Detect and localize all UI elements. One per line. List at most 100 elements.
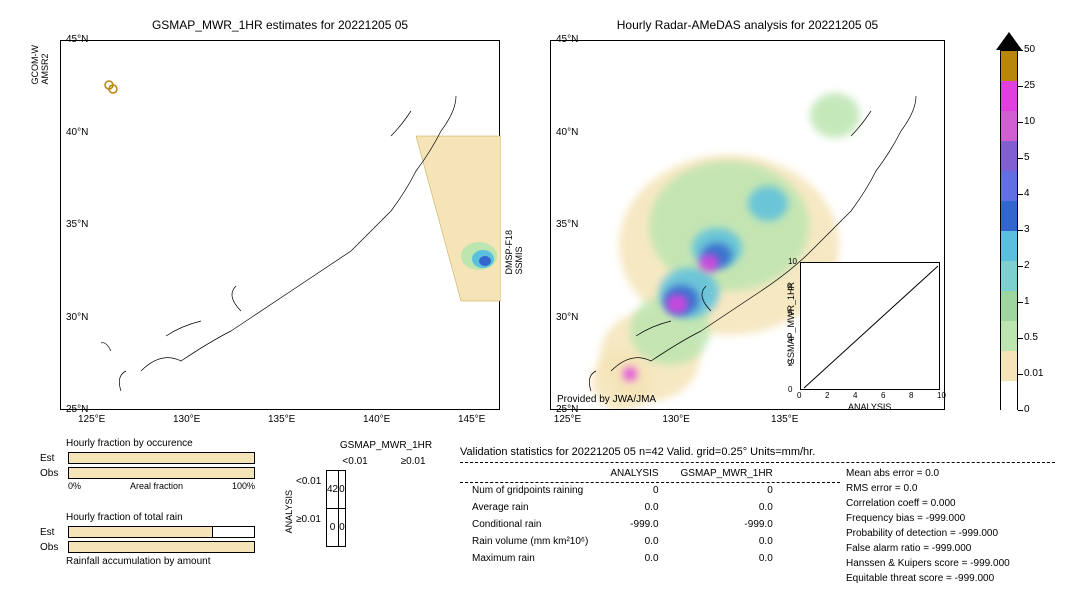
right-xtick: 135°E [771, 414, 798, 425]
bar-row: Obs [40, 540, 255, 554]
left-xtick: 145°E [458, 414, 485, 425]
colorbar-seg [1001, 141, 1017, 171]
gcom-label: GCOM-W AMSR2 [30, 45, 50, 85]
inset-ytick: 8 [788, 283, 792, 292]
occ-xleft: 0% [68, 481, 81, 491]
colorbar-tick: 25 [1024, 80, 1035, 91]
contingency-table: 42 0 0 0 [326, 470, 346, 547]
bar-track [68, 452, 255, 464]
left-ytick: 35°N [66, 219, 88, 230]
left-xtick: 125°E [78, 414, 105, 425]
stat-b: 0.0 [671, 500, 783, 515]
coastline [101, 96, 456, 391]
stat-a: -999.0 [600, 517, 668, 532]
left-xtick: 135°E [268, 414, 295, 425]
inset-ylabel: GSMAP_MWR_1HR [786, 282, 796, 365]
colorbar-tick: 10 [1024, 116, 1035, 127]
stat-label: Num of gridpoints raining [462, 483, 598, 498]
stat-a: 0.0 [600, 551, 668, 566]
bar-track [68, 541, 255, 553]
stats-dash1 [460, 462, 1055, 463]
right-xtick: 130°E [662, 414, 689, 425]
left-map-panel [60, 40, 500, 410]
stat-right-line: Correlation coeff = 0.000 [846, 496, 1010, 511]
stat-right-line: Equitable threat score = -999.000 [846, 571, 1010, 586]
inset-scatter [800, 262, 940, 390]
cont-col0: <0.01 [342, 456, 367, 467]
swath-polygon [416, 136, 501, 301]
stats-header: Validation statistics for 20221205 05 n=… [460, 446, 815, 458]
bar-fill [69, 527, 213, 537]
colorbar-seg [1001, 231, 1017, 261]
inset-xtick: 0 [797, 391, 801, 400]
stat-label: Maximum rain [462, 551, 598, 566]
stat-right-line: Probability of detection = -999.000 [846, 526, 1010, 541]
colorbar-seg [1001, 351, 1017, 381]
inset-xtick: 8 [909, 391, 913, 400]
stat-right-line: Mean abs error = 0.0 [846, 466, 1010, 481]
cont-colheader: GSMAP_MWR_1HR [326, 440, 446, 451]
inset-xlabel: ANALYSIS [848, 402, 891, 412]
colorbar-tick: 5 [1024, 152, 1030, 163]
colorbar-tick: 0 [1024, 404, 1030, 415]
bar-row: Obs [40, 466, 255, 480]
colorbar-arrow [996, 32, 1022, 50]
inset-xtick: 6 [881, 391, 885, 400]
colorbar-seg [1001, 201, 1017, 231]
inset-ytick: 2 [788, 359, 792, 368]
left-ytick: 45°N [66, 34, 88, 45]
inset-xtick: 4 [853, 391, 857, 400]
right-map-title: Hourly Radar-AMeDAS analysis for 2022120… [550, 18, 945, 32]
stat-a: 0.0 [600, 534, 668, 549]
colorbar [1000, 50, 1018, 410]
inset-ytick: 10 [788, 257, 797, 266]
bar-label: Est [40, 453, 68, 464]
colorbar-tick: 3 [1024, 224, 1030, 235]
bar-row: Est [40, 525, 255, 539]
colorbar-seg [1001, 171, 1017, 201]
stat-label: Conditional rain [462, 517, 598, 532]
dmsp-label: DMSP-F18 SSMIS [504, 230, 524, 275]
stat-b: 0.0 [671, 534, 783, 549]
colorbar-seg [1001, 111, 1017, 141]
stats-colh-a: ANALYSIS [600, 466, 668, 481]
cont-cell-10: 0 [327, 509, 339, 547]
inset-xtick: 2 [825, 391, 829, 400]
stat-right-line: False alarm ratio = -999.000 [846, 541, 1010, 556]
bar-label: Obs [40, 542, 68, 553]
stat-label: Average rain [462, 500, 598, 515]
stat-a: 0 [600, 483, 668, 498]
colorbar-tick: 1 [1024, 296, 1030, 307]
left-xtick: 130°E [173, 414, 200, 425]
left-ytick: 40°N [66, 127, 88, 138]
colorbar-seg [1001, 51, 1017, 81]
bar-label: Obs [40, 468, 68, 479]
right-ytick: 35°N [556, 219, 578, 230]
inset-ytick: 6 [788, 308, 792, 317]
occ-xright: 100% [232, 481, 255, 491]
cont-cell-01: 0 [339, 471, 346, 509]
stat-label: Rain volume (mm km²10⁶) [462, 534, 598, 549]
occ-xcenter: Areal fraction [130, 481, 183, 491]
cont-cell-00: 42 [327, 471, 339, 509]
left-xtick: 140°E [363, 414, 390, 425]
colorbar-seg [1001, 81, 1017, 111]
right-xtick: 125°E [554, 414, 581, 425]
cont-col1: ≥0.01 [401, 456, 426, 467]
colorbar-tick: 4 [1024, 188, 1030, 199]
colorbar-tick: 50 [1024, 44, 1035, 55]
left-ytick: 30°N [66, 312, 88, 323]
stat-right-line: Frequency bias = -999.000 [846, 511, 1010, 526]
bar-fill [69, 542, 254, 552]
right-ytick: 45°N [556, 34, 578, 45]
stat-right-line: Hanssen & Kuipers score = -999.000 [846, 556, 1010, 571]
right-ytick: 40°N [556, 127, 578, 138]
colorbar-tick: 0.01 [1024, 368, 1043, 379]
stat-b: 0 [671, 483, 783, 498]
stats-dash2 [460, 482, 840, 483]
tot-title: Hourly fraction of total rain [66, 512, 281, 523]
stat-a: 0.0 [600, 500, 668, 515]
inset-ytick: 4 [788, 334, 792, 343]
bar-track [68, 526, 255, 538]
colorbar-seg [1001, 291, 1017, 321]
